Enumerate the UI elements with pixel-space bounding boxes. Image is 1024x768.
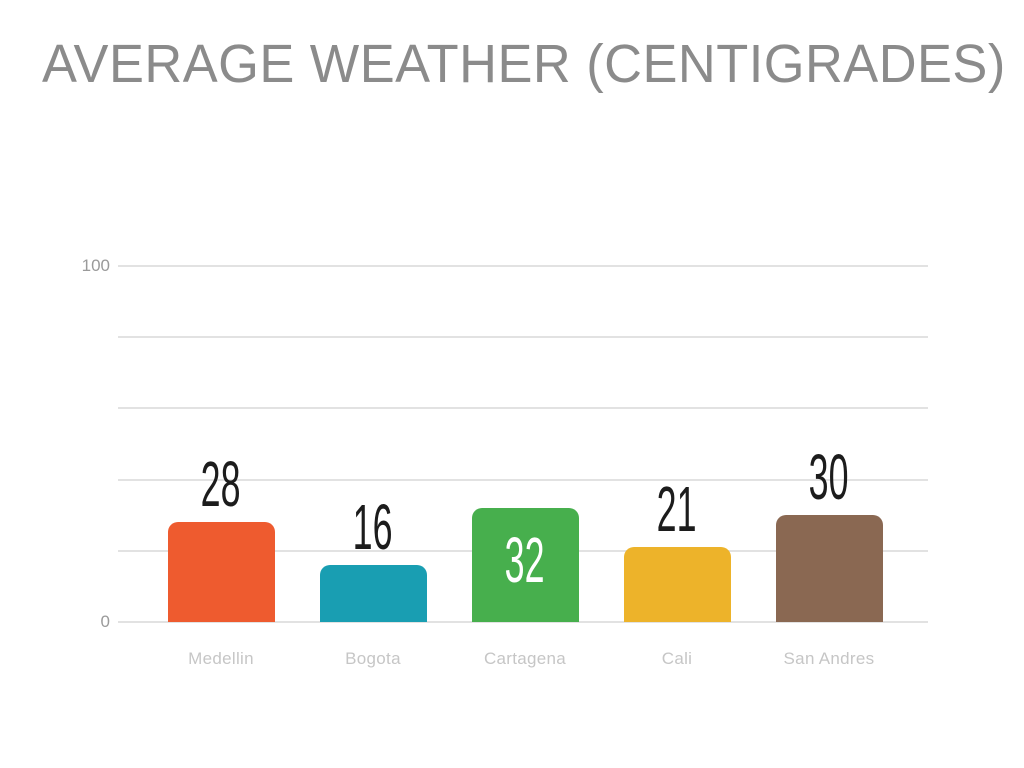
bar-value-number: 21 bbox=[657, 473, 697, 546]
bar-value-label-san-andres: 30 bbox=[753, 441, 905, 514]
gridline-60 bbox=[118, 407, 928, 410]
bar-value-number: 30 bbox=[809, 441, 849, 514]
x-axis-category-label-cartagena: Cartagena bbox=[483, 649, 567, 668]
x-axis-category-label-medellin: Medellin bbox=[188, 649, 254, 668]
bar-medellin bbox=[167, 522, 275, 622]
bar-value-label-medellin: 28 bbox=[145, 448, 297, 521]
y-axis-tick-label-100: 100 bbox=[81, 256, 110, 275]
bar-value-number: 16 bbox=[353, 491, 393, 564]
gridline-80 bbox=[118, 336, 928, 339]
bar-value-label-bogota: 16 bbox=[297, 491, 449, 564]
y-axis-tick-label-0: 0 bbox=[100, 612, 110, 631]
bar-bogota bbox=[319, 565, 427, 622]
x-axis-category-label-san-andres: San Andres bbox=[783, 649, 875, 668]
bar-value-label-cali: 21 bbox=[601, 473, 753, 546]
bar-value-number: 28 bbox=[201, 448, 241, 521]
bar-cali bbox=[623, 547, 731, 622]
gridline-100 bbox=[118, 265, 928, 267]
x-axis-category-label-cali: Cali bbox=[661, 649, 693, 668]
x-axis-category-label-bogota: Bogota bbox=[345, 649, 401, 668]
gridline-0 bbox=[118, 621, 928, 623]
bar-cartagena bbox=[471, 508, 579, 622]
gridline-40 bbox=[118, 478, 928, 481]
bar-san-andres bbox=[775, 515, 883, 622]
chart-title: AVERAGE WEATHER (CENTIGRADES) bbox=[42, 34, 1006, 94]
